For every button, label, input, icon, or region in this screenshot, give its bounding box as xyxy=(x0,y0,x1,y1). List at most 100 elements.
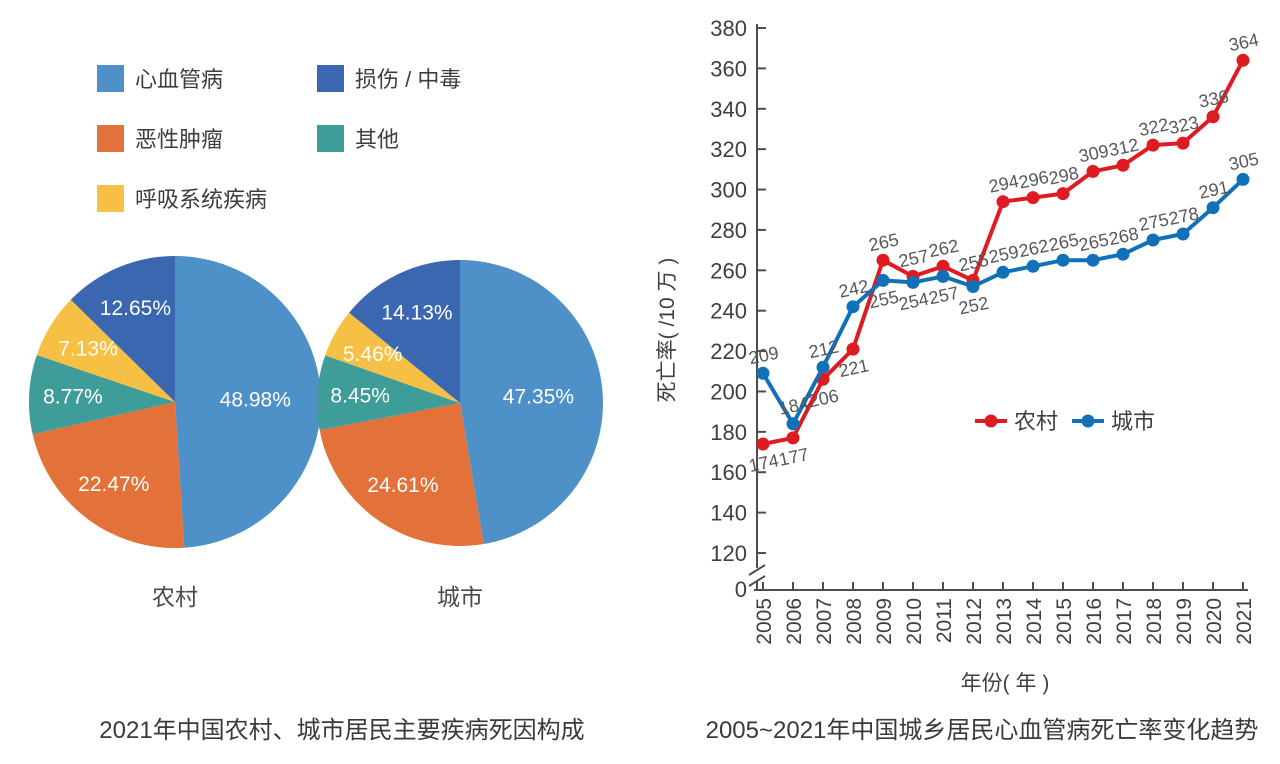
data-point xyxy=(1116,247,1130,261)
pie-rural: 48.98% 22.47% 8.77% 7.13% 12.65% xyxy=(29,256,321,548)
data-point xyxy=(1176,136,1190,150)
legend-marker-icon xyxy=(984,414,998,428)
y-tick-label: 260 xyxy=(710,258,747,283)
data-point xyxy=(756,366,770,380)
y-axis-title: 死亡率( /10 万 ) xyxy=(656,258,679,403)
data-point xyxy=(786,417,800,431)
data-point xyxy=(1206,201,1220,215)
pie-slice-label: 5.46% xyxy=(343,343,403,366)
data-point xyxy=(876,253,890,267)
y-tick-label: 180 xyxy=(710,420,747,445)
x-tick-label: 2011 xyxy=(933,598,956,643)
pie-slice-label: 8.77% xyxy=(43,386,103,409)
data-point xyxy=(876,273,890,287)
data-point xyxy=(756,437,770,451)
data-point xyxy=(936,269,950,283)
legend-item-other: 其他 xyxy=(317,122,399,154)
pie-slice-label: 8.45% xyxy=(330,385,390,408)
line-chart-svg: 120 140 160 180 200 220 240 260 280 300 320 340 360 3… xyxy=(656,16,1261,695)
x-axis-ticks: 2005 2006 2007 2008 2009 2010 2011 2012 2013 2014… xyxy=(753,582,1256,645)
pie-urban: 47.35% 24.61% 8.45% 5.46% 14.13% xyxy=(316,260,603,546)
x-tick-label: 2019 xyxy=(1173,598,1196,645)
x-tick-label: 2007 xyxy=(813,598,836,645)
legend-item-injury-poisoning: 损伤 / 中毒 xyxy=(317,62,461,94)
pie-slice xyxy=(32,402,185,548)
data-point-label: 209 xyxy=(747,343,781,369)
data-point xyxy=(1176,227,1190,241)
pie-slice xyxy=(316,355,460,431)
x-tick-label: 2006 xyxy=(783,598,806,645)
line-legend: 农村 城市 xyxy=(975,409,1155,434)
data-point-label: 275 xyxy=(1137,209,1171,235)
data-point-label: 265 xyxy=(1077,229,1111,255)
x-tick-label: 2016 xyxy=(1083,598,1106,645)
pie-slice xyxy=(319,403,484,546)
data-point-label: 259 xyxy=(987,242,1021,268)
data-point xyxy=(1026,259,1040,273)
x-tick-label: 2018 xyxy=(1143,598,1166,645)
y-axis-ticks: 120 140 160 180 200 220 240 260 280 300 320 340 360 3… xyxy=(710,16,766,602)
legend-label-other: 其他 xyxy=(355,127,400,152)
pie-slice xyxy=(460,260,603,545)
legend-swatch-other xyxy=(317,124,344,152)
data-point-label: 309 xyxy=(1077,141,1111,167)
y-tick-label: 160 xyxy=(710,460,747,485)
data-point-label: 254 xyxy=(897,289,931,315)
data-point-label: 305 xyxy=(1227,149,1261,175)
x-tick-label: 2005 xyxy=(753,598,776,645)
x-tick-label: 2009 xyxy=(873,598,896,645)
pie-slice xyxy=(70,256,175,402)
data-point xyxy=(846,300,860,314)
y-tick-label: 240 xyxy=(710,299,747,324)
data-point xyxy=(1086,164,1100,178)
data-point xyxy=(1236,172,1250,186)
data-point xyxy=(1146,138,1160,152)
data-point xyxy=(1086,253,1100,267)
data-point xyxy=(1236,53,1250,67)
data-point xyxy=(996,265,1010,279)
data-point xyxy=(906,275,920,289)
data-point xyxy=(1026,191,1040,205)
x-tick-label: 2017 xyxy=(1113,598,1136,645)
legend-marker-icon xyxy=(1081,414,1095,428)
legend-item-cardiovascular: 心血管病 xyxy=(97,62,223,94)
data-point xyxy=(1206,110,1220,124)
data-point-label: 296 xyxy=(1017,167,1051,193)
data-point-label: 322 xyxy=(1137,114,1171,140)
data-point-label: 174 xyxy=(747,450,781,476)
x-tick-label: 2010 xyxy=(903,598,926,645)
series-rural: 1741772062212652572622552942962983093123… xyxy=(747,30,1261,477)
data-point-label: 294 xyxy=(987,171,1021,197)
data-point-label: 262 xyxy=(927,236,961,262)
y-tick-label: 280 xyxy=(710,218,747,243)
pie-chart-panel: 心血管病 恶性肿瘤 呼吸系统疾病 损伤 / 中毒 其他 48.98% 22.47%… xyxy=(29,62,603,744)
legend-item-malignant-tumor: 恶性肿瘤 xyxy=(97,122,223,154)
x-tick-label: 2013 xyxy=(993,598,1016,645)
data-point xyxy=(1116,158,1130,172)
data-point-label: 291 xyxy=(1197,177,1231,203)
axis-break-icon xyxy=(748,564,766,576)
series-urban: 2091842122422552542572522592622652652682… xyxy=(747,149,1261,431)
data-point xyxy=(1056,187,1070,201)
data-point-label: 177 xyxy=(777,444,811,470)
pie-slice-label: 47.35% xyxy=(503,386,574,409)
data-point xyxy=(996,195,1010,209)
y-tick-label: 200 xyxy=(710,379,747,404)
y-tick-label: 220 xyxy=(710,339,747,364)
data-point xyxy=(846,342,860,356)
pie-caption-urban: 城市 xyxy=(437,584,483,610)
y-tick-label: 360 xyxy=(710,56,747,81)
pie-slice xyxy=(175,256,321,548)
data-point-label: 262 xyxy=(1017,236,1051,262)
legend-swatch-respiratory xyxy=(97,184,124,212)
y-tick-label: 300 xyxy=(710,178,747,203)
y-origin-label: 0 xyxy=(735,577,747,602)
pie-slice-label: 7.13% xyxy=(58,337,118,360)
data-point-label: 336 xyxy=(1197,86,1231,112)
data-point-label: 212 xyxy=(807,336,841,362)
x-tick-label: 2020 xyxy=(1203,598,1226,645)
legend-swatch-malignant-tumor xyxy=(97,124,124,152)
x-tick-label: 2021 xyxy=(1233,598,1256,645)
line-legend-label: 城市 xyxy=(1111,409,1155,434)
